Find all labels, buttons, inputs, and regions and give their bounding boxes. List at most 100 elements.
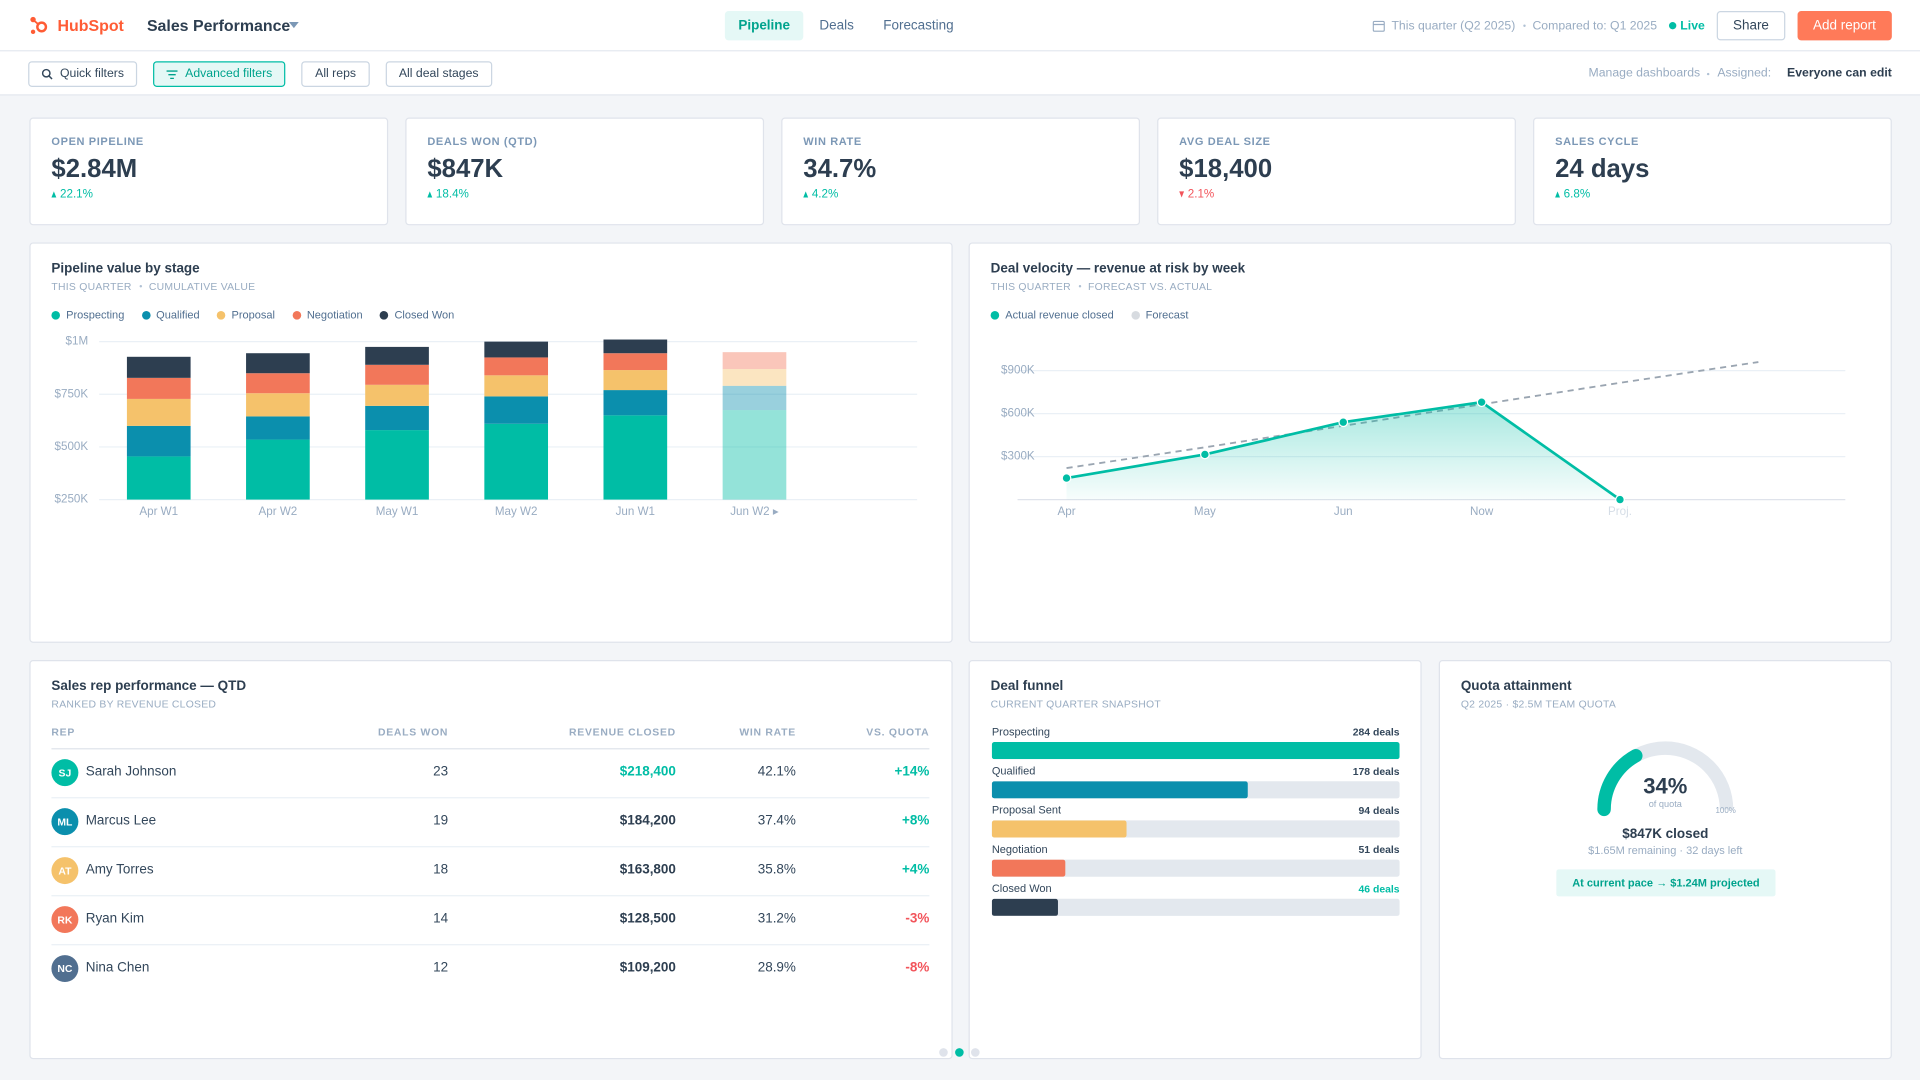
page-dot[interactable] [971,1048,980,1057]
filter-button[interactable]: Quick filters [28,61,138,87]
dropdown-caret[interactable] [288,22,299,29]
bar-segment [484,357,549,376]
card-subtitle: THIS QUARTER CUMULATIVE VALUE [51,281,255,291]
legend-swatch [379,310,389,319]
bar-segment [603,353,668,371]
filter-button[interactable]: Advanced filters [153,61,286,87]
rep-name: Ryan Kim [85,911,145,927]
dashboard-settings: Manage dashboards Assigned: Everyone can… [1589,67,1892,80]
manage-dashboards[interactable]: Manage dashboards [1588,66,1701,81]
nav-tab[interactable]: Pipeline [724,11,804,41]
assigned-value[interactable]: Everyone can edit [1787,66,1892,81]
page-dot-active[interactable] [955,1048,964,1057]
kpi-label: DEALS WON (QTD) [427,135,538,148]
share-button[interactable]: Share [1717,11,1785,41]
delta-value: 4.2% [811,187,839,202]
quota-card: Quota attainment Q2 2025 · $2.5M TEAM QUO… [1438,660,1892,1060]
avatar: NC [51,955,79,983]
separator-dot [1078,285,1081,288]
bar-segment [126,456,191,500]
add-report-button[interactable]: Add report [1797,11,1892,41]
bar-segment [722,352,787,370]
point [1199,449,1210,460]
caret-shape [288,22,299,29]
search-handle [48,75,53,80]
funnel-card: Deal funnel CURRENT QUARTER SNAPSHOT Prosp… [968,660,1422,1060]
row-rule [51,895,930,897]
point [1615,494,1625,505]
legend-swatch [292,310,301,319]
page-dot[interactable] [939,1048,948,1057]
bar-segment [365,346,429,365]
stage-bar [991,781,1248,799]
bar-segment [246,439,310,500]
filter-bar: Quick filters Advanced filters All reps All… [0,51,1920,96]
cell-vs-quota: +8% [902,813,930,829]
remaining: $1.65M remaining · 32 days left [1588,844,1743,857]
x-tick-label: Jun W1 [616,505,655,518]
tab-bar: Pipeline Deals Forecasting [724,11,967,41]
dashboard-title[interactable]: Sales Performance [146,16,291,35]
search-icon [41,68,53,80]
delta-value: 2.1% [1187,187,1215,202]
y-tick-label: $600K [1001,407,1035,420]
cell-deals-won: 12 [433,960,449,976]
bar-segment [246,353,310,374]
brand-icon-ring [36,21,48,33]
nav-tab[interactable]: Deals [819,18,854,34]
kpi-card: AVG DEAL SIZE $18,400 2.1% [1157,117,1516,226]
point [1061,473,1072,484]
filter-button[interactable]: All reps [301,61,370,87]
bar-segment [126,356,191,378]
legend-item: Closed Won [379,309,454,321]
projection-badge: At current pace → $1.24M projected [1556,869,1776,897]
line-chart: $300K $600K $900K Apr May Jun Now Proj. [1001,361,1846,518]
period[interactable]: This quarter (Q2 2025) [1391,18,1516,33]
legend: Prospecting Qualified Proposal Negotiation C… [51,309,454,321]
stage-bar [991,898,1058,916]
kpi-card: DEALS WON (QTD) $847K 18.4% [405,117,765,226]
stage-track [991,898,1400,916]
separator-dot [139,285,142,288]
bar-segment [603,415,668,500]
separator-dot [1522,24,1526,27]
brand-icon [30,16,48,35]
kpi-card: SALES CYCLE 24 days 6.8% [1533,117,1892,226]
stage-name: Prospecting [991,725,1051,738]
legend-item: Actual revenue closed [990,309,1114,321]
delta-value: 22.1% [60,187,93,202]
cell-win-rate: 37.4% [757,813,796,829]
stage-name: Negotiation [991,843,1048,856]
y-tick-label: $250K [55,493,89,506]
delta-arrow [803,191,809,198]
subtitle-part: THIS QUARTER [51,280,132,293]
x-tick-label: Apr W2 [259,505,298,518]
cell-vs-quota: -3% [905,911,930,927]
x-tick-label: May W2 [495,505,538,518]
kpi-delta: 4.2% [803,189,838,201]
point [1476,397,1487,408]
top-bar: HubSpot Sales Performance Pipeline Deals F… [0,0,1920,52]
cell-revenue: $128,500 [619,911,676,927]
filter-button[interactable]: All deal stages [385,61,492,87]
x-tick-label: Now [1470,505,1494,518]
cell-deals-won: 23 [433,764,449,780]
velocity-chart-card: $300K $600K $900K Apr May Jun Now Proj. Deal vel… [968,242,1892,643]
bar-segment [126,377,191,399]
nav-tab[interactable]: Forecasting [883,18,954,34]
row-rule [51,846,930,848]
x-tick-label: May [1194,505,1216,518]
delta-arrow [1555,191,1560,198]
legend-swatch [51,310,60,319]
brand-icon-dot [30,29,36,35]
kpi-delta: 2.1% [1179,189,1214,201]
avatar: ML [51,808,79,836]
bar-segment [246,416,310,440]
legend-item: Proposal [216,309,275,321]
comparison[interactable]: Compared to: Q1 2025 [1532,18,1658,33]
cell-win-rate: 42.1% [757,764,796,780]
stage-count: 46 deals [1358,882,1400,895]
legend-label: Negotiation [306,308,363,321]
stage-count: 178 deals [1352,765,1400,778]
